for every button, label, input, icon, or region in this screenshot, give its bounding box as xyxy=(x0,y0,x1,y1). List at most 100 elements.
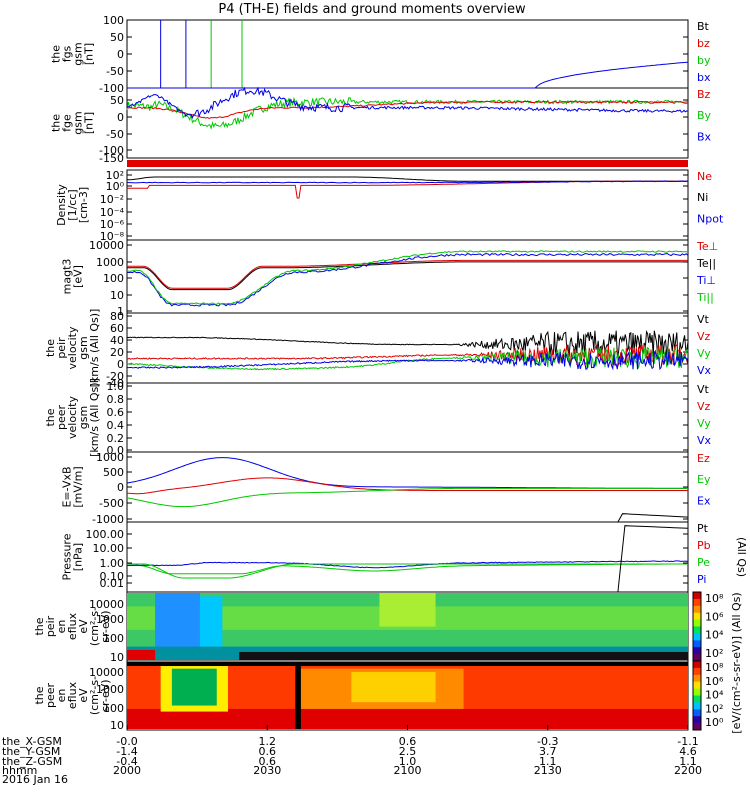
colorbar-band xyxy=(693,654,701,662)
colorbar-band xyxy=(693,592,701,600)
footer-row-label: the_Z-GSM xyxy=(2,755,62,768)
footer-value: -1.1 xyxy=(677,735,698,748)
legend-bx: bx xyxy=(697,71,711,84)
footer-value: 1.2 xyxy=(259,735,277,748)
series-bx-recovery xyxy=(127,61,689,89)
y-axis-label-line: en xyxy=(55,689,68,703)
footer-value: 0.6 xyxy=(399,735,417,748)
colorbar-tick-label: 10² xyxy=(705,702,723,715)
y-axis-label-line: eV xyxy=(77,619,90,634)
footer-row-label: the_Y-GSM xyxy=(2,745,60,758)
y-axis-label-line: [nPa] xyxy=(72,543,85,571)
spectrogram-cell xyxy=(127,649,156,660)
y-axis-label-line: peir xyxy=(55,337,68,359)
y-axis-label-line: peer xyxy=(44,683,57,709)
y-axis-label-line: peir xyxy=(44,615,57,637)
y-tick-label: 10⁰ xyxy=(106,180,125,193)
y-tick-label: -150 xyxy=(99,152,124,165)
legend-pi: Pi xyxy=(697,573,706,586)
colorbar-band xyxy=(693,647,701,655)
series-bz xyxy=(126,100,689,120)
series-et xyxy=(127,513,689,523)
y-axis-label-line: sr-eV) xyxy=(99,610,112,642)
spectrogram-cell xyxy=(239,651,688,660)
footer-value: 2200 xyxy=(674,764,702,777)
y-axis-label-line: eV xyxy=(77,688,90,703)
y-axis-label: E=-VxB[mV/m] xyxy=(61,466,85,507)
colorbar-tick-label: 10⁸ xyxy=(705,592,724,605)
y-tick-label: 10² xyxy=(106,169,124,182)
legend-ni: Ni xyxy=(697,191,708,204)
series-ne xyxy=(127,180,688,199)
legend-vy: Vy xyxy=(697,417,711,430)
pressure-side-label: (All Qs) xyxy=(735,537,748,577)
y-tick-label: 0 xyxy=(117,48,124,61)
footer-value: 2030 xyxy=(253,764,281,777)
series-ti-par xyxy=(126,250,688,305)
colorbar-band xyxy=(693,626,701,634)
legend-bx: Bx xyxy=(697,130,712,143)
colorbar-tick-label: 10⁶ xyxy=(705,610,724,623)
footer-value: 0.6 xyxy=(259,745,277,758)
colorbar-band xyxy=(693,723,701,731)
y-tick-label: 0.10 xyxy=(100,570,125,583)
spectrogram-cell xyxy=(295,662,301,729)
y-tick-label: -100 xyxy=(99,144,124,157)
colorbar-band xyxy=(693,598,701,607)
y-axis-label-line: gsm xyxy=(77,406,90,429)
colorbar-label: [eV/(cm²-s-sr-eV)] (All Qs) xyxy=(730,592,743,733)
y-tick-label: -500 xyxy=(99,497,124,510)
y-tick-label: 80 xyxy=(110,310,124,323)
footer-row-label: 2016 Jan 16 xyxy=(2,773,68,786)
footer-value: -0.0 xyxy=(116,735,137,748)
legend-pb: Pb xyxy=(697,539,711,552)
footer-row-label: the_X-GSM xyxy=(2,735,62,748)
panel-frame xyxy=(126,312,689,384)
series-ni xyxy=(126,176,688,182)
peir-colorbar: 10⁸ 10⁶ 10⁴ 10² xyxy=(692,591,724,662)
y-axis-label-line: E=-VxB xyxy=(61,466,74,507)
colorbar-band xyxy=(693,702,701,710)
colorbar-tick-label: 10⁴ xyxy=(705,629,724,642)
footer-value: 0.6 xyxy=(259,755,277,768)
y-axis-label-line: gsm xyxy=(72,42,85,65)
footer-value: 1.1 xyxy=(679,755,697,768)
y-tick-label: 1.00 xyxy=(100,557,125,570)
series-vx xyxy=(126,350,689,371)
colorbar-frame xyxy=(692,660,702,731)
y-tick-label: 0.8 xyxy=(107,393,125,406)
y-tick-label: 1000 xyxy=(96,451,124,464)
series-bx xyxy=(126,86,689,120)
y-axis-label-line: the xyxy=(50,45,63,63)
series-vz xyxy=(126,343,689,367)
y-tick-label: 100 xyxy=(103,272,124,285)
colorbar-tick-label: 10⁰ xyxy=(705,716,724,729)
legend-vx: Vx xyxy=(697,434,712,447)
y-tick-label: 1.0 xyxy=(107,380,125,393)
legend-te⊥: Te⊥ xyxy=(696,240,718,253)
y-axis-label-line: peer xyxy=(55,405,68,431)
y-tick-label: 0.4 xyxy=(107,419,125,432)
colorbar-band xyxy=(693,612,701,621)
y-axis-label-line: [km/s (All Qs)] xyxy=(88,309,101,388)
y-tick-label: 10000 xyxy=(89,666,124,679)
y-axis-label-line: Pressure xyxy=(61,533,74,580)
footer-value: 4.6 xyxy=(679,745,697,758)
colorbar-band xyxy=(693,661,701,669)
footer-value: -1.4 xyxy=(116,745,137,758)
legend-pt: Pt xyxy=(697,522,709,535)
legend-vy: Vy xyxy=(697,347,711,360)
colorbar-band xyxy=(693,633,701,641)
legend-npot: Npot xyxy=(697,212,724,225)
spectrogram-cell xyxy=(155,593,200,657)
colorbar-band xyxy=(693,709,701,717)
y-tick-label: 0.6 xyxy=(107,406,125,419)
y-axis-label-line: the xyxy=(44,408,57,426)
legend-by: By xyxy=(697,109,712,122)
y-axis-label-line: [km/s (All Qs)] xyxy=(88,378,101,457)
y-axis-label-line: gsm xyxy=(77,336,90,359)
y-tick-label: 10⁻⁸ xyxy=(100,230,125,243)
